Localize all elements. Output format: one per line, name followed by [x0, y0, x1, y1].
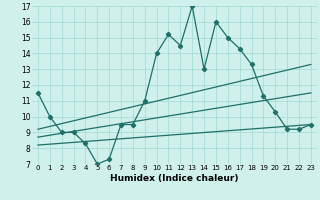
X-axis label: Humidex (Indice chaleur): Humidex (Indice chaleur): [110, 174, 239, 183]
